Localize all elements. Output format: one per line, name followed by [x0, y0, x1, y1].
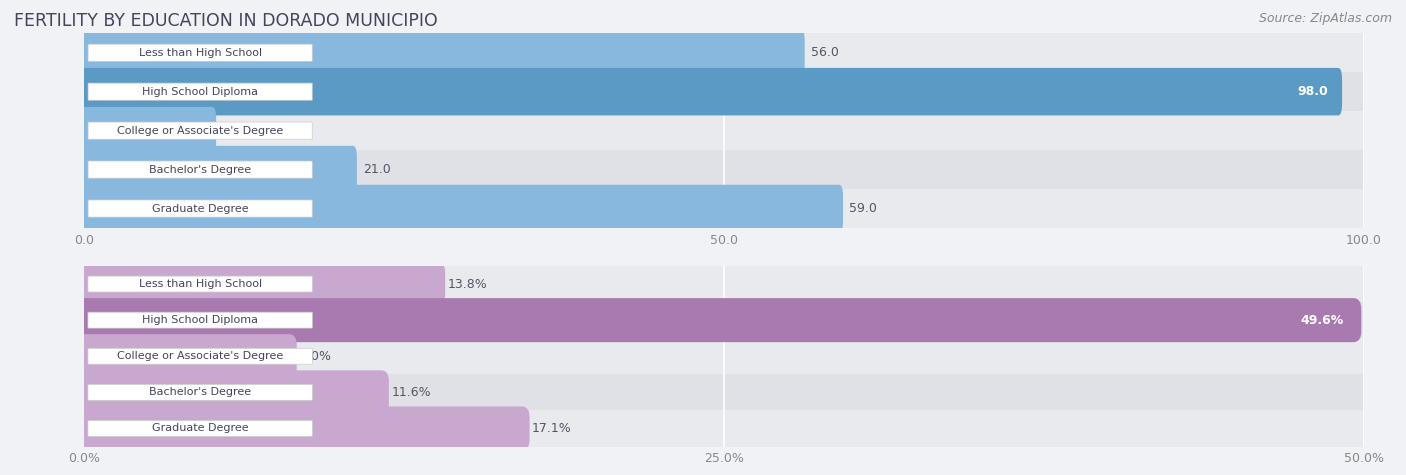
- FancyBboxPatch shape: [89, 44, 312, 61]
- FancyBboxPatch shape: [89, 200, 312, 217]
- Text: High School Diploma: High School Diploma: [142, 86, 259, 97]
- Text: 21.0: 21.0: [363, 163, 391, 176]
- FancyBboxPatch shape: [84, 33, 1364, 72]
- Text: FERTILITY BY EDUCATION IN DORADO MUNICIPIO: FERTILITY BY EDUCATION IN DORADO MUNICIP…: [14, 12, 437, 30]
- Text: Bachelor's Degree: Bachelor's Degree: [149, 387, 252, 398]
- FancyBboxPatch shape: [84, 302, 1364, 338]
- Text: Less than High School: Less than High School: [139, 279, 262, 289]
- FancyBboxPatch shape: [80, 68, 1343, 115]
- Text: Source: ZipAtlas.com: Source: ZipAtlas.com: [1258, 12, 1392, 25]
- Text: 49.6%: 49.6%: [1301, 314, 1343, 327]
- FancyBboxPatch shape: [89, 348, 312, 364]
- Text: 11.6%: 11.6%: [391, 386, 432, 399]
- FancyBboxPatch shape: [84, 374, 1364, 410]
- FancyBboxPatch shape: [84, 338, 1364, 374]
- FancyBboxPatch shape: [77, 262, 446, 306]
- FancyBboxPatch shape: [84, 72, 1364, 111]
- FancyBboxPatch shape: [89, 83, 312, 100]
- Text: College or Associate's Degree: College or Associate's Degree: [117, 125, 283, 136]
- FancyBboxPatch shape: [84, 266, 1364, 302]
- Text: High School Diploma: High School Diploma: [142, 315, 259, 325]
- Text: 10.0: 10.0: [222, 124, 250, 137]
- FancyBboxPatch shape: [80, 185, 844, 232]
- FancyBboxPatch shape: [89, 384, 312, 400]
- FancyBboxPatch shape: [84, 189, 1364, 228]
- Text: Graduate Degree: Graduate Degree: [152, 423, 249, 434]
- Text: Less than High School: Less than High School: [139, 48, 262, 58]
- FancyBboxPatch shape: [89, 161, 312, 178]
- Text: 8.0%: 8.0%: [299, 350, 332, 363]
- Text: 17.1%: 17.1%: [533, 422, 572, 435]
- Text: Bachelor's Degree: Bachelor's Degree: [149, 164, 252, 175]
- FancyBboxPatch shape: [77, 334, 297, 378]
- Text: 98.0: 98.0: [1298, 85, 1329, 98]
- Text: 13.8%: 13.8%: [447, 277, 488, 291]
- FancyBboxPatch shape: [84, 111, 1364, 150]
- FancyBboxPatch shape: [80, 146, 357, 193]
- FancyBboxPatch shape: [77, 370, 389, 414]
- FancyBboxPatch shape: [89, 312, 312, 328]
- FancyBboxPatch shape: [89, 276, 312, 292]
- Text: 56.0: 56.0: [811, 46, 839, 59]
- FancyBboxPatch shape: [89, 122, 312, 139]
- FancyBboxPatch shape: [89, 420, 312, 437]
- Text: Graduate Degree: Graduate Degree: [152, 203, 249, 214]
- FancyBboxPatch shape: [80, 107, 217, 154]
- FancyBboxPatch shape: [77, 407, 530, 450]
- FancyBboxPatch shape: [77, 298, 1361, 342]
- FancyBboxPatch shape: [84, 150, 1364, 189]
- FancyBboxPatch shape: [80, 29, 804, 76]
- Text: 59.0: 59.0: [849, 202, 877, 215]
- FancyBboxPatch shape: [84, 410, 1364, 446]
- Text: College or Associate's Degree: College or Associate's Degree: [117, 351, 283, 361]
